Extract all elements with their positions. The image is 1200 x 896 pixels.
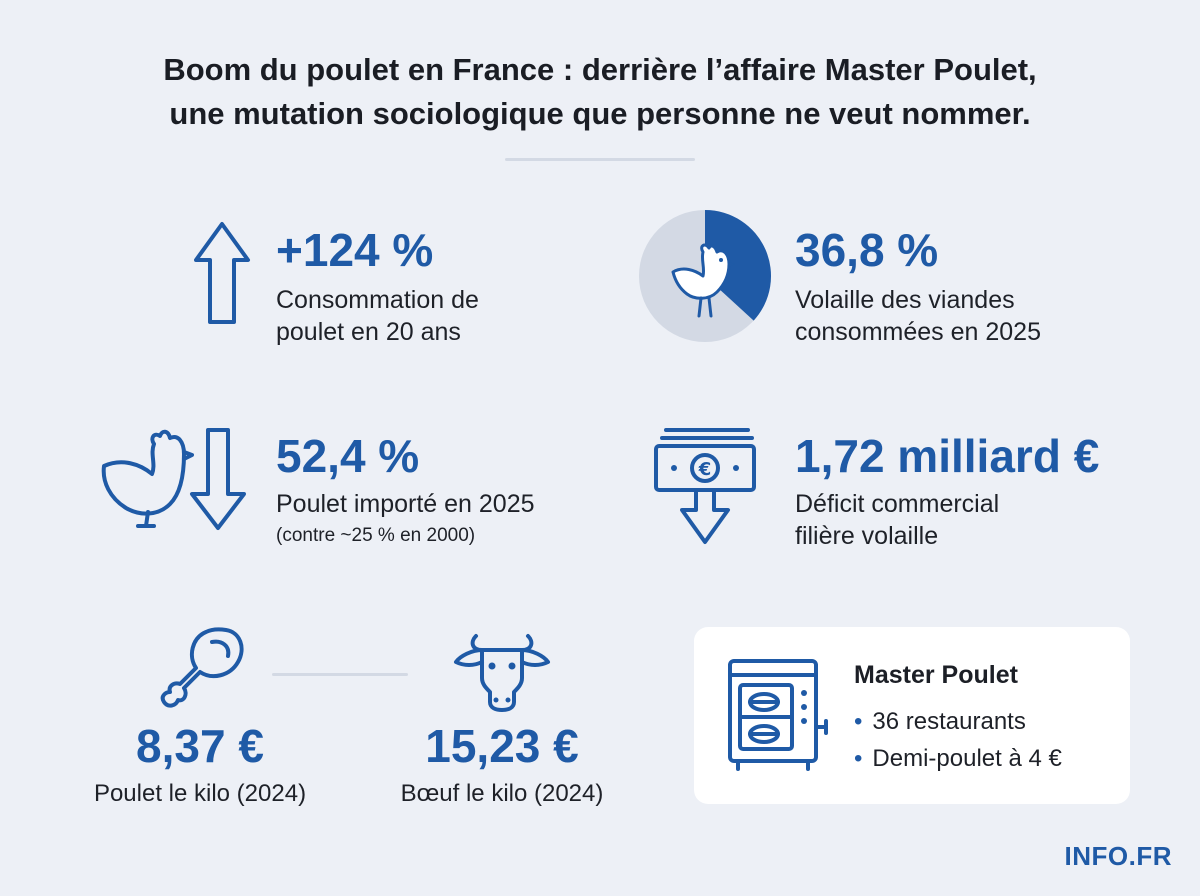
chicken-icon	[671, 243, 735, 318]
page-title: Boom du poulet en France : derrière l’af…	[0, 48, 1200, 136]
chicken-pie-icon	[637, 208, 773, 349]
price-beef: 15,23 € Bœuf le kilo (2024)	[362, 720, 642, 810]
cow-head-icon	[452, 622, 552, 719]
stat-consumption: +124 % Consommation de poulet en 20 ans	[276, 224, 479, 348]
bullet-icon: •	[854, 708, 863, 735]
rotisserie-oven-icon	[724, 657, 834, 778]
price-chicken-label: Poulet le kilo (2024)	[93, 780, 307, 807]
brand-logo: INFO.FR	[1064, 841, 1172, 871]
price-beef-value: 15,23 €	[425, 720, 579, 772]
drumstick-icon	[156, 622, 248, 719]
price-chicken-value: 8,37 €	[136, 720, 264, 772]
euro-banknote-down-icon: €	[652, 424, 762, 553]
stat-poultry-share: 36,8 % Volaille des viandes consommées e…	[795, 224, 1041, 348]
bullet-icon: •	[854, 745, 863, 772]
stat-consumption-label-1: Consommation de	[276, 286, 479, 314]
pie-poultry-slice	[705, 210, 771, 321]
up-arrow-icon	[190, 220, 254, 333]
stat-poultry-share-value: 36,8 %	[795, 224, 939, 276]
card-item-price: Demi-poulet à 4 €	[872, 745, 1062, 772]
stat-poultry-share-label-1: Volaille des viandes	[795, 286, 1015, 314]
stat-deficit-value: 1,72 milliard €	[795, 430, 1100, 482]
stat-deficit: 1,72 milliard € Déficit commercial filiè…	[795, 430, 1099, 552]
card-item-restaurants: 36 restaurants	[872, 708, 1026, 735]
stat-poultry-share-label-2: consommées en 2025	[795, 318, 1041, 346]
list-item: • Demi-poulet à 4 €	[854, 740, 1062, 777]
svg-text:€: €	[698, 459, 712, 480]
stat-consumption-value: +124 %	[276, 224, 434, 276]
stat-deficit-label-2: filière volaille	[795, 522, 939, 550]
stat-imported: 52,4 % Poulet importé en 2025 (contre ~2…	[276, 430, 535, 550]
stat-consumption-label-2: poulet en 20 ans	[276, 318, 461, 346]
card-list: • 36 restaurants • Demi-poulet à 4 €	[854, 703, 1062, 777]
stat-imported-label: Poulet importé en 2025	[276, 490, 535, 518]
master-poulet-card: Master Poulet • 36 restaurants • Demi-poul…	[694, 627, 1130, 804]
price-chicken: 8,37 € Poulet le kilo (2024)	[60, 720, 340, 810]
price-divider	[272, 673, 408, 676]
card-title: Master Poulet	[854, 661, 1018, 689]
stat-deficit-label-1: Déficit commercial	[795, 490, 1000, 518]
stat-imported-value: 52,4 %	[276, 430, 420, 482]
price-beef-label: Bœuf le kilo (2024)	[400, 780, 604, 807]
stat-imported-note: (contre ~25 % en 2000)	[276, 525, 476, 546]
title-divider	[505, 158, 695, 161]
down-arrow-icon	[190, 428, 246, 530]
chicken-outline-icon	[101, 429, 194, 528]
title-line-1: Boom du poulet en France : derrière l’af…	[163, 52, 1037, 87]
chicken-down-arrow-icon	[96, 424, 256, 541]
title-line-2: une mutation sociologique que personne n…	[169, 96, 1031, 131]
list-item: • 36 restaurants	[854, 703, 1062, 740]
